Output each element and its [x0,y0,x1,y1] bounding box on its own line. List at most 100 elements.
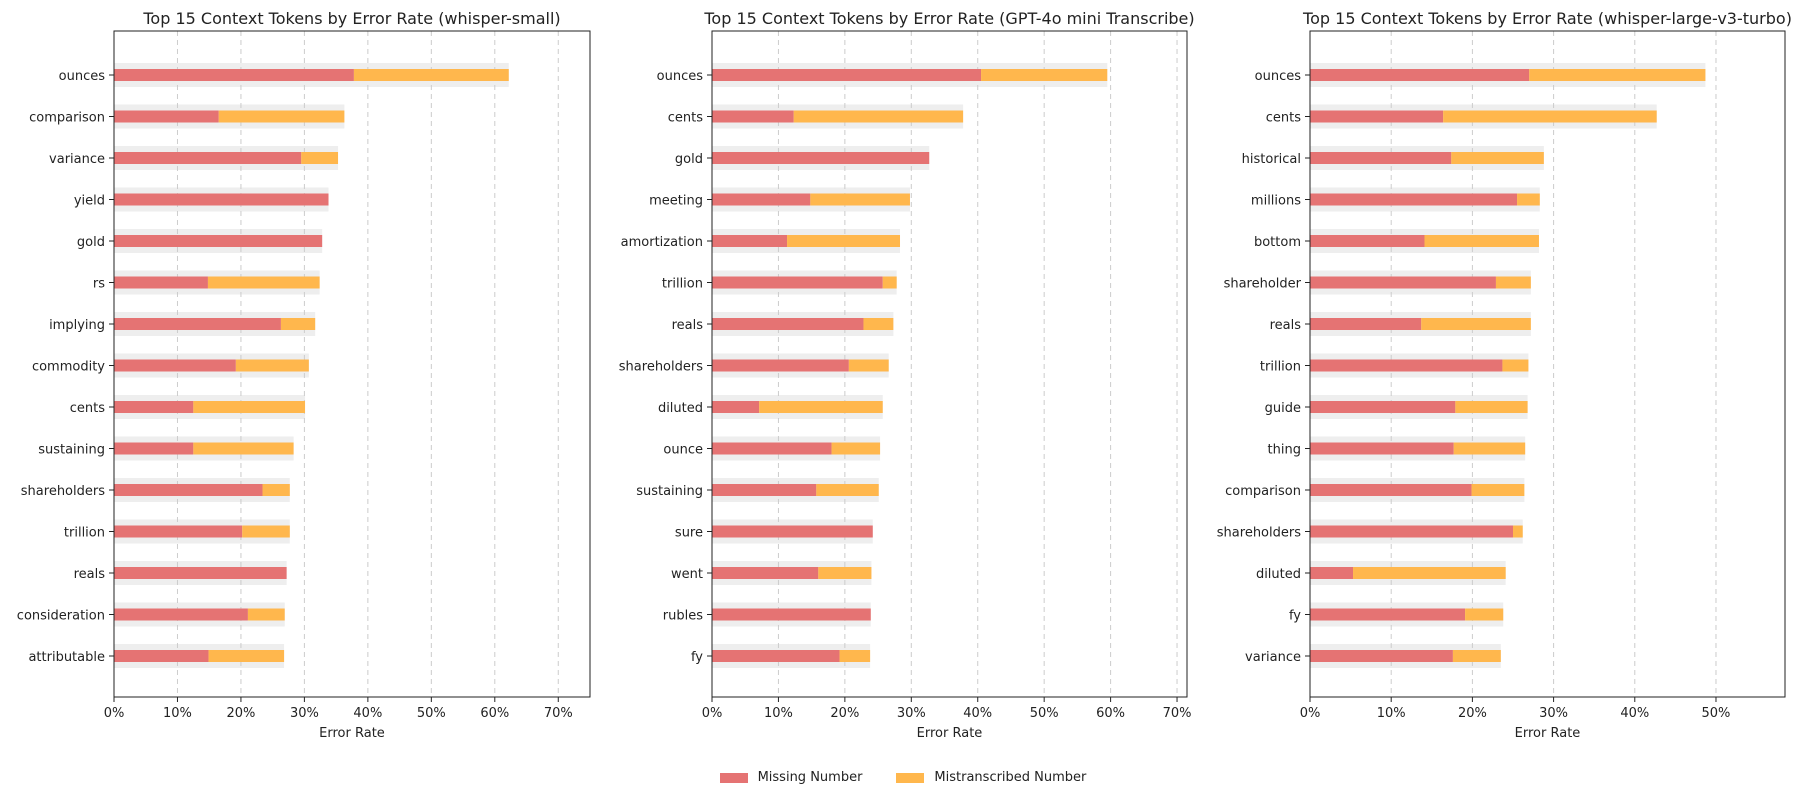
bar-missing-number [114,567,287,579]
bar-mistranscribed-number [1424,235,1539,247]
y-tick-label: consideration [17,609,105,624]
bar-missing-number [1310,650,1453,662]
legend-swatch-mistranscribed [896,772,925,783]
bar-mistranscribed-number [193,442,294,455]
y-tick-label: sure [675,526,703,541]
y-tick-label: ounces [59,69,106,84]
legend-label-mistranscribed: Mistranscribed Number [934,770,1087,785]
bar-mistranscribed-number [242,525,290,538]
y-tick-label: amortization [621,235,703,250]
bar-mistranscribed-number [863,318,894,330]
x-tick-label: 30% [1539,706,1568,721]
bar-mistranscribed-number [839,650,871,662]
bar-missing-number [114,608,248,621]
chart-title: Top 15 Context Tokens by Error Rate (whi… [142,9,560,28]
y-tick-label: cents [668,111,703,126]
x-tick-label: 60% [1096,706,1125,721]
y-tick-label: meeting [649,194,703,209]
y-tick-label: bottom [1254,235,1301,250]
y-tick-label: millions [1251,194,1301,209]
legend-item-missing: Missing Number [719,770,863,785]
bar-mistranscribed-number [818,567,872,579]
bar-missing-number [1310,235,1425,247]
bar-missing-number [114,650,209,662]
x-tick-label: 20% [830,706,859,721]
bar-mistranscribed-number [1452,650,1501,662]
legend-item-mistranscribed: Mistranscribed Number [896,770,1086,785]
chart-title: Top 15 Context Tokens by Error Rate (whi… [1302,9,1792,28]
chart-panel-3: Top 15 Context Tokens by Error Rate (whi… [1217,9,1792,741]
bar-mistranscribed-number [208,650,285,662]
x-tick-label: 70% [1163,706,1192,721]
bar-missing-number [114,525,243,538]
bar-missing-number [712,401,760,413]
y-tick-label: trillion [662,277,703,292]
bar-mistranscribed-number [1465,608,1504,621]
bar-missing-number [1310,359,1503,372]
bar-mistranscribed-number [193,401,306,413]
y-tick-label: variance [1245,650,1301,665]
x-tick-label: 10% [163,706,192,721]
y-tick-label: shareholders [619,360,703,375]
x-tick-label: 40% [353,706,382,721]
bar-missing-number [712,359,849,372]
bar-mistranscribed-number [759,401,883,413]
y-tick-label: sustaining [636,484,703,499]
bar-mistranscribed-number [882,276,897,289]
x-tick-label: 20% [1458,706,1487,721]
bar-missing-number [1310,567,1354,579]
y-tick-label: variance [49,152,105,167]
legend-label-missing: Missing Number [757,770,863,785]
y-tick-label: gold [77,235,105,250]
x-tick-label: 10% [764,706,793,721]
bar-mistranscribed-number [207,276,320,289]
y-tick-label: ounce [663,443,703,458]
x-tick-label: 0% [702,706,723,721]
bar-mistranscribed-number [848,359,889,372]
y-tick-label: thing [1268,443,1301,458]
y-tick-label: comparison [29,111,105,126]
bar-missing-number [114,235,323,247]
y-tick-label: guide [1265,401,1301,416]
bar-missing-number [1310,110,1444,123]
bar-missing-number [1310,484,1472,496]
plot-frame [1309,30,1786,698]
y-tick-label: shareholders [1217,526,1301,541]
legend-swatch-missing [719,772,748,783]
bar-mistranscribed-number [1502,359,1529,372]
bar-mistranscribed-number [787,235,901,247]
bar-mistranscribed-number [301,152,339,164]
bar-missing-number [712,525,873,538]
bar-missing-number [1310,525,1513,538]
bar-mistranscribed-number [1529,69,1706,81]
bar-missing-number [712,318,864,330]
bar-missing-number [114,152,302,164]
bar-missing-number [114,193,329,206]
x-tick-label: 50% [1702,706,1731,721]
y-tick-label: reals [74,567,106,582]
bar-mistranscribed-number [1455,401,1528,413]
y-tick-label: gold [675,152,703,167]
bar-missing-number [1310,69,1530,81]
x-tick-label: 70% [544,706,573,721]
bar-mistranscribed-number [247,608,285,621]
bar-missing-number [114,110,219,123]
bar-missing-number [114,69,354,81]
bar-mistranscribed-number [1471,484,1525,496]
y-tick-label: diluted [658,401,703,416]
y-tick-label: fy [691,650,703,665]
bar-mistranscribed-number [793,110,964,123]
plot-frame [113,30,591,698]
bar-missing-number [712,193,811,206]
x-axis-label: Error Rate [917,726,983,741]
x-tick-label: 50% [1030,706,1059,721]
y-tick-label: cents [1266,111,1301,126]
bar-missing-number [114,318,281,330]
bar-missing-number [712,442,832,455]
y-tick-label: attributable [28,650,105,665]
bar-mistranscribed-number [831,442,881,455]
y-tick-label: reals [672,318,704,333]
bar-missing-number [114,276,208,289]
